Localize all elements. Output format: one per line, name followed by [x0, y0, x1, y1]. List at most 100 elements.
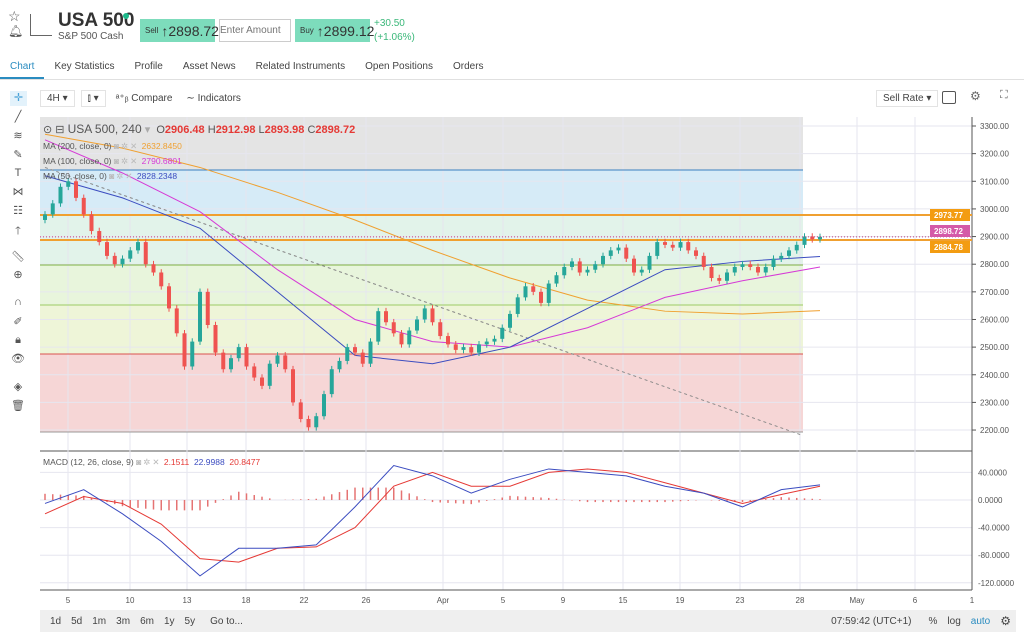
lock-drawing-icon[interactable]: ✐ [13, 316, 23, 328]
amount-input[interactable] [219, 19, 291, 42]
candle [128, 250, 133, 259]
candle [694, 250, 698, 256]
measure-icon[interactable]: ☷ [13, 205, 23, 217]
interval-dropdown[interactable]: 4H ▾ [40, 90, 75, 107]
ma50-legend[interactable]: MA (50, close, 0) ◙✲✕ 2828.2348 [43, 169, 182, 184]
compare-icon: ᵃ⁺ᵦ [115, 93, 129, 104]
chart-trend-icon [30, 14, 52, 36]
eye-icon[interactable]: 👁︎ [11, 353, 25, 365]
price-label-bg [930, 241, 970, 253]
range-1m[interactable]: 1m [92, 615, 107, 627]
macd-tick-label: 0.0000 [978, 496, 1003, 505]
ma100-legend[interactable]: MA (100, close, 0) ◙✲✕ 2790.6801 [43, 154, 182, 169]
candle [337, 360, 342, 370]
candle [298, 402, 303, 419]
auto-toggle[interactable]: auto [970, 615, 991, 627]
tab-open-positions[interactable]: Open Positions [365, 61, 433, 72]
fib-band [40, 305, 803, 354]
price-tick-label: 3100.00 [980, 177, 1009, 186]
ma-controls-icon[interactable]: ◙✲✕ [113, 156, 140, 166]
pattern-icon[interactable]: ⋈ [12, 186, 24, 198]
fullscreen-icon[interactable]: ⛶ [1000, 89, 1008, 101]
candle [647, 255, 652, 270]
tab-asset-news[interactable]: Asset News [182, 61, 236, 72]
bell-icon[interactable]: 🔔︎ [8, 24, 24, 38]
range-3m[interactable]: 3m [116, 615, 131, 627]
ma-controls-icon[interactable]: ◙✲✕ [109, 171, 135, 181]
collapse-icon[interactable]: ⊙ ⊟ [43, 124, 65, 136]
range-5y[interactable]: 5y [184, 615, 196, 627]
gear-icon[interactable]: ⚙ [970, 89, 981, 103]
goto-button[interactable]: Go to... [210, 615, 243, 627]
zoom-in-icon[interactable]: ⊕ [13, 269, 23, 281]
lock-icon[interactable]: 🔒︎ [15, 334, 21, 346]
macd-controls-icon[interactable]: ◙✲✕ [136, 457, 162, 467]
tab-profile[interactable]: Profile [134, 61, 163, 72]
sell-button[interactable]: Sell ↑2898.72 [140, 19, 219, 42]
candle [771, 258, 776, 267]
chart-type-dropdown[interactable]: ⫾ ▾ [80, 90, 106, 107]
tab-chart[interactable]: Chart [0, 56, 45, 79]
crosshair-icon[interactable]: ✛ [10, 91, 27, 106]
macd-line [44, 464, 821, 577]
tab-orders[interactable]: Orders [452, 61, 484, 72]
buy-button[interactable]: Buy ↑2899.12 [295, 19, 374, 42]
candle [709, 266, 714, 279]
macd-legend[interactable]: MACD (12, 26, close, 9) ◙✲✕ 2.1511 22.99… [43, 457, 260, 468]
candle [763, 266, 768, 273]
sell-price: ↑2898.72 [161, 22, 219, 39]
candle [818, 236, 822, 240]
range-5d[interactable]: 5d [71, 615, 83, 627]
layers-icon[interactable]: ◈ [13, 381, 23, 393]
rate-dropdown[interactable]: Sell Rate ▾ [876, 90, 939, 107]
candle [391, 322, 396, 334]
macd-signal-line [44, 468, 821, 563]
compare-button[interactable]: ᵃ⁺ᵦ Compare [116, 93, 173, 104]
candle [554, 275, 559, 284]
candle [112, 255, 117, 265]
price-chart[interactable]: 3300.00 3200.00 3100.00 3000.00 2900.00 2800.… [0, 0, 1024, 610]
candle [732, 266, 737, 273]
candle [190, 341, 195, 367]
price-tick-label: 3200.00 [980, 150, 1009, 159]
candle [81, 197, 86, 215]
settings-gear-icon[interactable]: ⚙ [1000, 614, 1011, 628]
ruler-icon[interactable]: 📏︎ [11, 251, 25, 263]
layout-square-icon[interactable] [942, 91, 956, 104]
candle [384, 311, 388, 323]
range-1y[interactable]: 1y [163, 615, 175, 627]
text-tool-icon[interactable]: T [14, 167, 22, 179]
candle [120, 258, 125, 265]
open-value: 2906.48 [164, 124, 205, 136]
log-toggle[interactable]: log [947, 615, 961, 627]
ma200-legend[interactable]: MA (200, close, 0) ◙✲✕ 2632.8450 [43, 139, 182, 154]
close-value: 2898.72 [315, 124, 356, 136]
candle [314, 416, 319, 428]
indicators-label: Indicators [197, 93, 241, 104]
percent-toggle[interactable]: % [928, 615, 938, 627]
tab-key-statistics[interactable]: Key Statistics [54, 61, 115, 72]
low-value: 2893.98 [264, 124, 305, 136]
fib-tool-icon[interactable]: ≋ [13, 130, 23, 142]
magnet-icon[interactable]: ∩ [14, 296, 22, 308]
interval-value: 4H [47, 93, 60, 104]
ma-controls-icon[interactable]: ◙✲✕ [113, 141, 140, 151]
arrow-up-icon[interactable]: 🡑 [15, 225, 21, 237]
range-1d[interactable]: 1d [50, 615, 62, 627]
ma50-value: 2828.2348 [136, 171, 178, 181]
candle [376, 311, 381, 342]
tab-related-instruments[interactable]: Related Instruments [255, 61, 346, 72]
candle [89, 214, 94, 232]
brush-icon[interactable]: ✎ [13, 149, 23, 161]
price-tick-label: 2400.00 [980, 371, 1009, 380]
indicators-button[interactable]: ∼ Indicators [186, 93, 241, 104]
x-tick-label: 5 [66, 596, 71, 605]
star-icon[interactable]: ☆ [8, 8, 21, 24]
x-tick-label: 6 [913, 596, 918, 605]
line-tool-icon[interactable]: ╱ [14, 111, 22, 123]
range-6m[interactable]: 6m [140, 615, 154, 627]
trash-icon[interactable]: 🗑︎ [11, 400, 25, 412]
candle [353, 347, 357, 353]
candle [686, 242, 691, 251]
candle [291, 369, 295, 403]
